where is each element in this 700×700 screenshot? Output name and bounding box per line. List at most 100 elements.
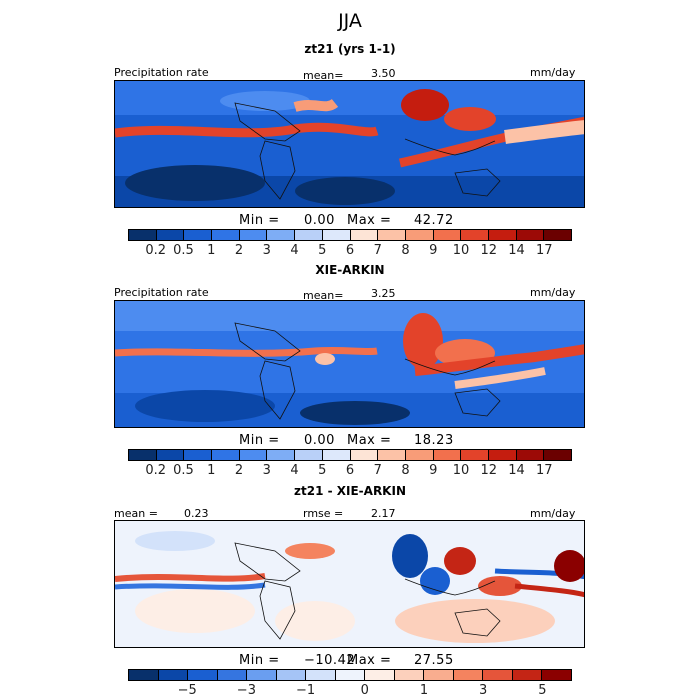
colorbar-segment (295, 450, 323, 460)
panel2-itcz-band (414, 344, 584, 376)
colorbar-tick-label: 8 (401, 243, 410, 258)
colorbar-segment (188, 670, 218, 680)
panel3-title: zt21 - XIE-ARKIN (294, 484, 406, 498)
colorbar-tick-label: 0.5 (173, 243, 194, 258)
colorbar-segment (295, 230, 323, 240)
panel2-mean-label: mean= (303, 289, 344, 302)
panel2-moist-region (315, 353, 335, 365)
colorbar-segment (212, 450, 240, 460)
colorbar-segment (488, 450, 517, 460)
panel1-moist-region (220, 91, 310, 111)
colorbar-tick-label: 1 (207, 463, 216, 478)
panel3-anomaly-pos (285, 543, 335, 559)
colorbar-segment (350, 230, 379, 240)
colorbar-tick-label: 2 (234, 463, 244, 478)
panel3-anomaly-neg (420, 567, 450, 595)
colorbar-segment (405, 230, 434, 240)
colorbar-segment (129, 230, 157, 240)
panel3-anomaly-neg (115, 582, 266, 590)
colorbar-segment (129, 670, 159, 680)
panel1-min-value: 0.00 (304, 213, 335, 228)
colorbar-tick-label: 0.2 (145, 243, 167, 258)
panel2-max-label: Max = (347, 433, 392, 448)
panel2-min-label: Min = (239, 433, 280, 448)
panel3-min-label: Min = (239, 653, 280, 668)
colorbar-segment (129, 450, 157, 460)
colorbar-segment (516, 230, 545, 240)
colorbar-tick-label: 4 (290, 243, 299, 258)
colorbar-segment (217, 670, 248, 680)
colorbar-segment (405, 450, 434, 460)
colorbar-segment (247, 670, 277, 680)
panel2-map-svg (115, 301, 584, 427)
colorbar-tick-label: −3 (236, 683, 256, 698)
panel3-max-value: 27.55 (414, 653, 454, 668)
panel3-anomaly-pos (115, 573, 266, 582)
panel1-north-band (115, 81, 584, 115)
panel2-units-label: mm/day (530, 286, 576, 299)
colorbar-tick-label: 5 (318, 243, 327, 258)
panel3-anomaly-pos (554, 550, 584, 582)
panel1-monsoon-region (401, 89, 449, 121)
colorbar-segment (267, 230, 296, 240)
panel1-variable-label: Precipitation rate (114, 66, 209, 79)
panel2-coastline (454, 388, 501, 417)
colorbar-segment (350, 450, 379, 460)
colorbar-segment (184, 230, 213, 240)
colorbar-segment (488, 230, 517, 240)
panel3-rmse-value: 2.17 (371, 507, 396, 520)
panel2-dry-region (135, 390, 275, 422)
colorbar-segment (424, 670, 454, 680)
colorbar-tick-label: 0.2 (145, 463, 167, 478)
panel3-anomaly-neg (392, 534, 428, 578)
panel3-anomaly-pos (514, 583, 584, 598)
panel3-coastline (454, 608, 501, 637)
panel2-dry-region (300, 401, 410, 425)
panel3-rmse-label: rmse = (303, 507, 344, 520)
panel3-colorbar (128, 669, 572, 681)
panel2-atlantic-band (115, 346, 378, 357)
colorbar-segment (453, 670, 484, 680)
colorbar-tick-label: 3 (479, 683, 488, 698)
colorbar-tick-label: 7 (373, 463, 382, 478)
panel1-coastline (259, 140, 296, 200)
panel3-mean-value: 0.23 (184, 507, 209, 520)
colorbar-segment (512, 670, 543, 680)
colorbar-tick-label: 6 (345, 463, 355, 478)
panel1-itcz-band (504, 120, 584, 144)
colorbar-segment (239, 230, 268, 240)
colorbar-segment (158, 670, 189, 680)
panel1-max-value: 42.72 (414, 213, 454, 228)
colorbar-segment (433, 450, 462, 460)
colorbar-segment (212, 230, 240, 240)
panel2-north-band (115, 301, 584, 331)
panel2-colorbar (128, 449, 572, 461)
colorbar-tick-label: 14 (508, 243, 525, 258)
colorbar-tick-label: 5 (318, 463, 327, 478)
panel3-max-label: Max = (347, 653, 392, 668)
colorbar-tick-label: 17 (535, 243, 553, 258)
panel1-colorbar-ticks: 0.2 0.5 1 2 3 4 5 6 7 8 9 10 12 14 17 (128, 243, 572, 259)
panel1-colorbar (128, 229, 572, 241)
colorbar-tick-label: 17 (535, 463, 553, 478)
colorbar-segment (335, 670, 366, 680)
panel1-coastline (404, 138, 496, 156)
panel1-coastline (454, 168, 501, 197)
panel1-atlantic-band (115, 122, 379, 138)
colorbar-tick-label: 0 (360, 683, 369, 698)
panel1-max-label: Max = (347, 213, 392, 228)
colorbar-segment (483, 670, 513, 680)
panel1-title: zt21 (yrs 1-1) (304, 42, 396, 56)
colorbar-segment (394, 670, 425, 680)
panel1-moist-region (293, 98, 339, 112)
colorbar-segment (544, 450, 571, 460)
colorbar-tick-label: 0.5 (173, 463, 194, 478)
colorbar-segment (306, 670, 336, 680)
colorbar-tick-label: 12 (480, 463, 498, 478)
panel1-min-label: Min = (239, 213, 280, 228)
colorbar-tick-label: 14 (508, 463, 525, 478)
panel2-map (114, 300, 585, 428)
colorbar-tick-label: −5 (177, 683, 197, 698)
panel2-coastline (259, 360, 296, 420)
colorbar-segment (156, 230, 185, 240)
